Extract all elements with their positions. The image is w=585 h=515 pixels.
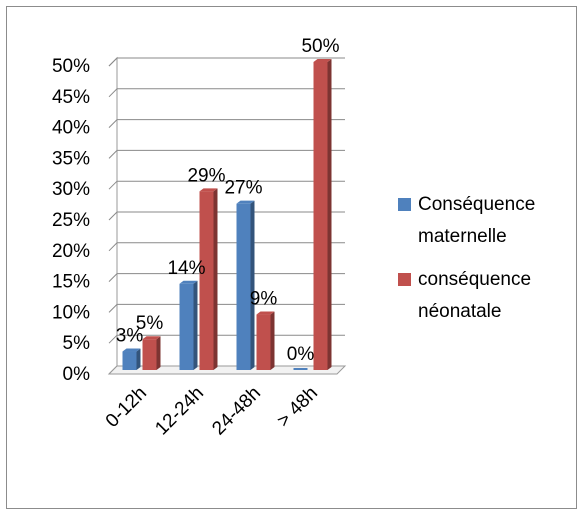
gridline — [108, 88, 345, 98]
bar-maternelle — [122, 348, 141, 370]
legend-label: Conséquence — [418, 194, 535, 215]
bar-front — [236, 203, 251, 370]
bar-top — [122, 348, 141, 352]
bar-top — [179, 280, 198, 284]
gridline — [108, 242, 345, 252]
bar-front — [293, 368, 308, 370]
bar-side — [250, 200, 255, 370]
data-label: 29% — [187, 165, 225, 186]
bar-side — [270, 311, 275, 370]
x-tick-label: 0-12h — [102, 383, 151, 432]
bar-side — [327, 59, 332, 370]
y-tick-label: 30% — [52, 179, 90, 200]
bar-top — [236, 200, 255, 204]
data-label: 14% — [167, 258, 205, 279]
bar-maternelle — [236, 200, 255, 370]
gridline — [108, 180, 345, 190]
data-label: 5% — [136, 313, 164, 334]
legend-swatch-maternelle — [398, 198, 411, 211]
y-tick-label: 50% — [52, 56, 90, 77]
gridline — [108, 57, 345, 67]
bar-side — [136, 348, 141, 370]
gridline — [108, 273, 345, 282]
bar-top — [313, 59, 332, 62]
legend-swatch-neonatale — [398, 273, 411, 286]
data-label: 50% — [301, 36, 339, 57]
bar-front — [256, 314, 271, 370]
bar-maternelle — [293, 368, 308, 370]
bar-neonatale — [142, 336, 161, 370]
data-label: 9% — [250, 289, 278, 310]
data-label: 27% — [224, 178, 262, 199]
legend-label: conséquence — [418, 269, 531, 290]
y-tick-label: 35% — [52, 148, 90, 169]
bar-neonatale — [199, 188, 218, 370]
bar-front — [142, 339, 157, 370]
bar-front — [199, 191, 214, 370]
bar-side — [213, 188, 218, 370]
chart-frame — [6, 6, 577, 509]
gridline — [108, 149, 345, 159]
y-tick-label: 45% — [52, 87, 90, 108]
gridline — [108, 211, 345, 221]
y-tick-label: 20% — [52, 241, 90, 262]
bar-top — [199, 188, 218, 192]
bar-neonatale — [313, 59, 332, 370]
gridline — [108, 119, 345, 128]
legend-label: néonatale — [418, 301, 501, 322]
bar-side — [193, 280, 198, 370]
x-tick-label: 12-24h — [151, 383, 208, 440]
bar-side — [156, 336, 161, 370]
y-tick-label: 0% — [63, 364, 91, 385]
y-tick-label: 40% — [52, 118, 90, 139]
data-label: 3% — [116, 326, 144, 347]
x-tick-label: 24-48h — [208, 383, 265, 440]
legend-label: maternelle — [418, 226, 507, 247]
gridline — [108, 303, 345, 313]
bar-neonatale — [256, 311, 275, 370]
bar-top — [256, 311, 275, 315]
y-tick-label: 10% — [52, 302, 90, 323]
bar-front — [313, 62, 328, 370]
y-tick-label: 5% — [63, 333, 91, 354]
bar-top — [142, 336, 161, 340]
bar-front — [122, 351, 137, 370]
data-label: 0% — [287, 344, 315, 365]
y-tick-label: 15% — [52, 272, 90, 293]
bar-front — [179, 283, 194, 370]
bar-maternelle — [179, 280, 198, 370]
x-tick-label: > 48h — [273, 383, 322, 432]
y-tick-label: 25% — [52, 210, 90, 231]
